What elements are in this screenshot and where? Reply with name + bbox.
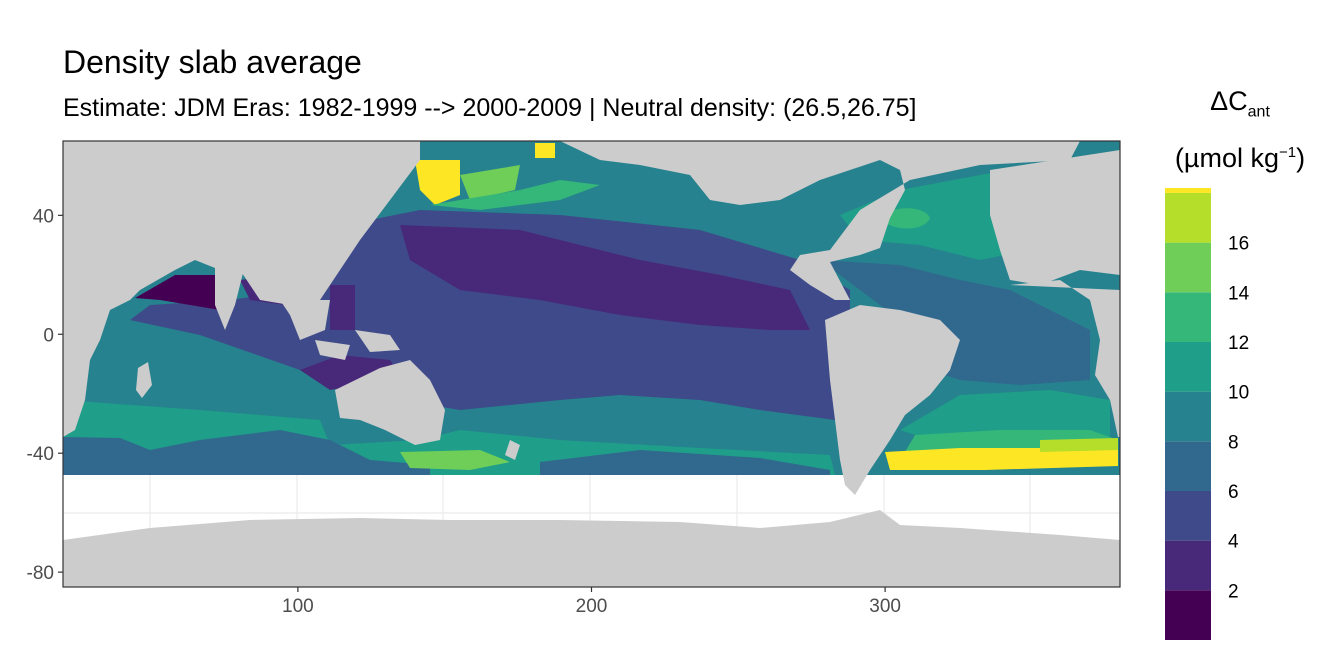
legend-swatch <box>1165 590 1211 640</box>
ocean-band-12-14-north-pacific <box>460 165 520 200</box>
legend-break-label: 10 <box>1228 383 1249 404</box>
ocean-band-16-north-pacific <box>415 143 555 205</box>
ocean-band-0-2-arabian <box>135 275 220 310</box>
x-tick-label: 100 <box>282 596 314 617</box>
ocean-band-12-14-south <box>400 450 510 470</box>
x-tick-label: 200 <box>576 596 608 617</box>
ocean-band-2-4-indian <box>240 275 400 390</box>
land-new-zealand <box>505 440 520 460</box>
plot-title: Density slab average <box>63 44 362 80</box>
x-tick-label: 300 <box>869 596 901 617</box>
legend-swatch <box>1165 192 1211 243</box>
legend-labels: 2 4 6 8 10 12 14 16 <box>1228 234 1250 603</box>
legend-swatch <box>1165 441 1211 491</box>
ocean-band-6-8-atlantic <box>820 260 1090 385</box>
legend-swatch <box>1165 540 1211 591</box>
land-north-america <box>560 141 1080 300</box>
land-india <box>215 262 245 330</box>
y-tick-label: 40 <box>33 206 54 227</box>
ocean-band-2-4-pacific <box>400 225 810 330</box>
legend-swatch <box>1165 292 1211 342</box>
ocean-band-10-12-north-pacific <box>430 180 600 210</box>
legend-break-label: 2 <box>1228 581 1239 602</box>
legend-break-label: 14 <box>1228 283 1250 304</box>
legend-swatch <box>1165 391 1211 442</box>
legend-break-label: 4 <box>1228 532 1239 553</box>
ocean-band-6-8-south <box>63 430 830 475</box>
land-antarctica <box>63 510 1120 587</box>
ocean-band-16-atlantic <box>885 448 1118 470</box>
legend-break-label: 12 <box>1228 333 1249 354</box>
land-madagascar <box>136 362 152 398</box>
land-south-america <box>825 305 960 495</box>
land <box>63 141 1120 587</box>
legend-unit: (µmol kg−1) <box>1174 143 1306 173</box>
y-tick-label: -80 <box>27 563 54 584</box>
land-se-asia <box>280 300 400 360</box>
legend-swatch <box>1165 341 1211 392</box>
plot-subtitle: Estimate: JDM Eras: 1982-1999 --> 2000-2… <box>63 94 917 122</box>
legend-break-label: 8 <box>1228 432 1239 453</box>
ocean-band-14-16-atlantic <box>1040 438 1118 452</box>
legend-break-label: 16 <box>1228 234 1249 255</box>
legend-title: ΔCant <box>1210 86 1270 121</box>
legend-break-label: 6 <box>1228 482 1239 503</box>
y-tick-label: -40 <box>27 444 54 465</box>
legend-swatch <box>1165 242 1211 293</box>
legend-swatch <box>1165 188 1211 193</box>
y-tick-label: 0 <box>43 325 54 346</box>
land-europe <box>990 150 1120 285</box>
land-australia <box>335 360 445 445</box>
legend-colorbar <box>1165 188 1211 640</box>
land-africa-east-edge <box>1010 280 1120 437</box>
legend-swatch <box>1165 490 1211 541</box>
land-africa-eurasia <box>63 141 420 437</box>
